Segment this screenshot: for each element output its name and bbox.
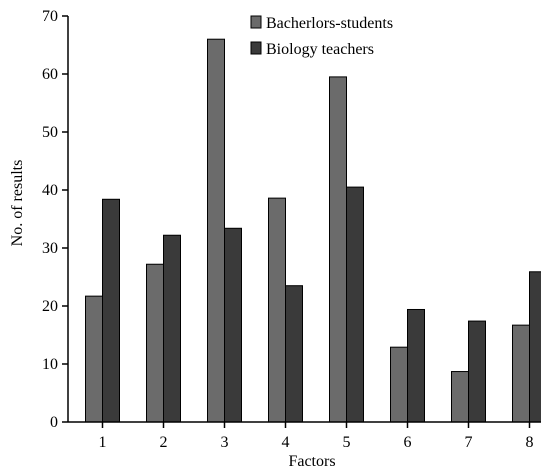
y-ticks: 0 10 20 30 40 50 60 70 (42, 8, 68, 431)
x-ticks: 1 2 3 4 5 6 7 8 (99, 422, 534, 451)
bar-teachers-4 (285, 285, 303, 423)
legend: Bacherlors-students Biology teachers (250, 15, 393, 58)
y-tick-label: 70 (42, 8, 58, 25)
legend-swatch-bachelors (250, 15, 262, 29)
bar-teachers-8 (529, 271, 541, 423)
x-tick-label: 8 (526, 434, 534, 451)
y-tick-label: 0 (50, 414, 58, 431)
bar-bachelors-2 (146, 263, 164, 423)
legend-label-bachelors: Bacherlors-students (266, 15, 393, 32)
bars-layer (85, 38, 541, 423)
bar-bachelors-1 (85, 295, 103, 423)
bar-teachers-1 (102, 198, 120, 423)
bar-bachelors-7 (451, 371, 469, 423)
bar-teachers-2 (163, 234, 181, 423)
y-tick-label: 40 (42, 182, 58, 199)
x-tick-label: 4 (282, 434, 290, 451)
legend-label-teachers: Biology teachers (266, 41, 374, 58)
x-tick-label: 2 (160, 434, 168, 451)
x-tick-label: 1 (99, 434, 107, 451)
x-tick-label: 7 (465, 434, 473, 451)
x-tick-label: 3 (221, 434, 229, 451)
bar-bachelors-5 (329, 76, 347, 423)
y-tick-label: 20 (42, 298, 58, 315)
bar-teachers-6 (407, 308, 425, 423)
bar-bachelors-4 (268, 197, 286, 423)
bar-bachelors-3 (207, 38, 225, 423)
x-tick-label: 6 (404, 434, 412, 451)
y-tick-label: 10 (42, 356, 58, 373)
bar-teachers-3 (224, 227, 242, 423)
y-tick-label: 30 (42, 240, 58, 257)
bar-teachers-5 (346, 186, 364, 423)
y-tick-label: 60 (42, 66, 58, 83)
bar-teachers-7 (468, 320, 486, 423)
legend-swatch-teachers (250, 41, 262, 55)
bar-bachelors-6 (390, 346, 408, 423)
bar-bachelors-8 (512, 324, 530, 423)
x-tick-label: 5 (343, 434, 351, 451)
y-axis-label: No. of results (9, 160, 26, 247)
x-axis-label: Factors (288, 453, 335, 470)
axes-layer (67, 16, 541, 423)
y-tick-label: 50 (42, 124, 58, 141)
